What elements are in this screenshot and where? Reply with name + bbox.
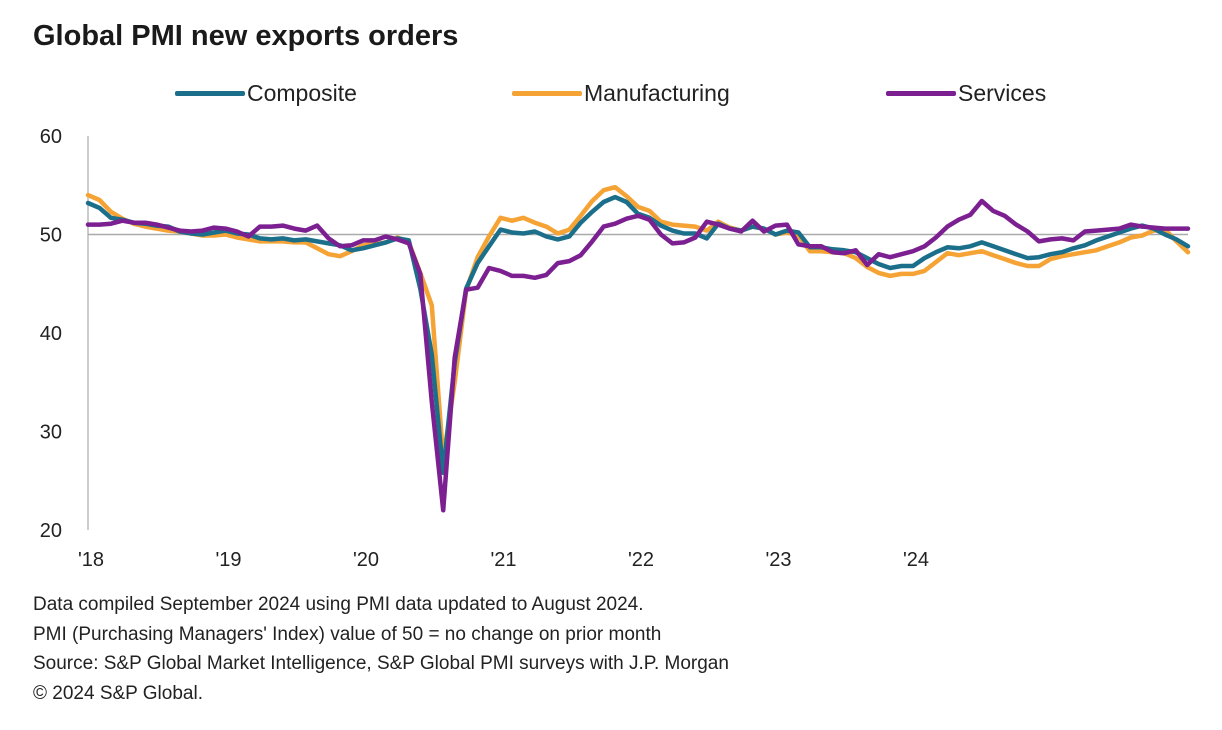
x-tick-label: '20 xyxy=(353,549,379,571)
chart-notes: Data compiled September 2024 using PMI d… xyxy=(33,590,729,708)
x-tick-label: '18 xyxy=(78,549,104,571)
y-tick-label: 40 xyxy=(40,323,62,345)
x-tick-label: '23 xyxy=(765,549,791,571)
x-tick-label: '22 xyxy=(628,549,654,571)
note-copyright: © 2024 S&P Global. xyxy=(33,682,203,704)
legend-label-composite: Composite xyxy=(247,80,357,106)
y-tick-label: 50 xyxy=(40,225,62,247)
legend-label-services: Services xyxy=(958,80,1047,106)
note-data-compiled: Data compiled September 2024 using PMI d… xyxy=(33,594,644,615)
services-line xyxy=(85,198,1191,513)
x-tick-label: '19 xyxy=(215,549,241,571)
legend-label-manufacturing: Manufacturing xyxy=(584,80,730,106)
note-source: Source: S&P Global Market Intelligence, … xyxy=(33,653,729,674)
legend-item-services: Services xyxy=(886,80,1046,107)
note-pmi-definition: PMI (Purchasing Managers' Index) value o… xyxy=(33,623,662,645)
legend-swatch-composite xyxy=(175,91,245,96)
x-tick-label: '21 xyxy=(490,549,516,571)
legend-swatch-manufacturing xyxy=(512,91,582,96)
y-tick-label: 30 xyxy=(40,422,62,444)
line-chart: 20 30 40 50 60 '18 '19 '20 '21 '22 '23 '24 xyxy=(40,126,1191,571)
legend-item-manufacturing: Manufacturing xyxy=(512,80,730,107)
chart-legend: Composite Manufacturing Services xyxy=(0,80,1222,110)
legend-item-composite: Composite xyxy=(175,80,357,107)
legend-swatch-services xyxy=(886,91,956,96)
y-tick-label: 60 xyxy=(40,126,62,148)
chart-title: Global PMI new exports orders xyxy=(33,20,459,52)
x-tick-label: '24 xyxy=(903,549,929,571)
y-tick-label: 20 xyxy=(40,520,62,542)
